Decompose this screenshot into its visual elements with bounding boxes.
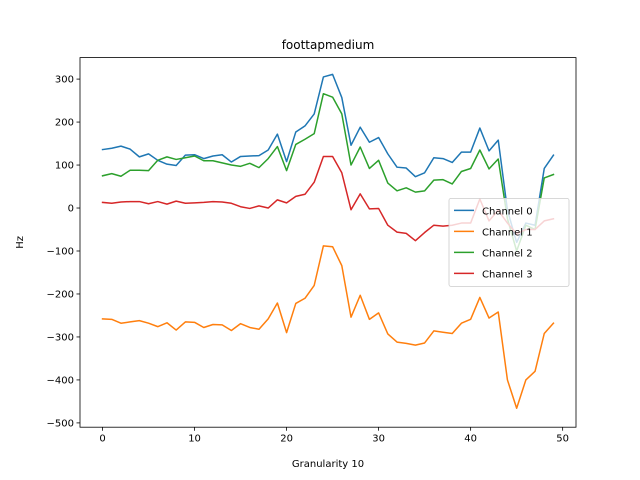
y-tick-label: 100 [55,161,74,172]
series-line-channel-0 [101,73,555,244]
x-axis: 0 10 20 30 40 50 [99,427,569,445]
x-tick-label: 50 [556,434,569,445]
y-tick-label: −500 [47,418,74,429]
legend-label-channel-1: Channel 1 [482,227,533,238]
series-line-channel-2 [101,92,555,252]
y-tick-label: −300 [47,332,74,343]
x-tick-label: 10 [188,434,201,445]
x-tick-label: 20 [280,434,293,445]
series-line-channel-1 [101,245,555,410]
y-tick-label: 200 [55,118,74,129]
legend: Channel 0 Channel 1 Channel 2 Channel 3 [448,197,570,287]
x-tick-label: 0 [99,434,105,445]
x-axis-label: Granularity 10 [292,459,364,470]
y-tick-label: −400 [47,375,74,386]
y-tick-label: −200 [47,289,74,300]
y-tick-label: 0 [68,204,74,215]
legend-label-channel-0: Channel 0 [482,206,533,217]
legend-label-channel-2: Channel 2 [482,248,533,259]
plot-frame [79,57,577,428]
x-tick-label: 40 [464,434,477,445]
chart-title: foottapmedium [282,38,375,52]
legend-label-channel-3: Channel 3 [482,269,533,280]
y-tick-label: −100 [47,246,74,257]
y-axis: −500 −400 −300 −200 −100 0 100 200 300 [47,75,80,429]
y-axis-label: Hz [15,236,26,249]
x-tick-label: 30 [372,434,385,445]
legend-box [448,197,570,287]
y-tick-label: 300 [55,75,74,86]
